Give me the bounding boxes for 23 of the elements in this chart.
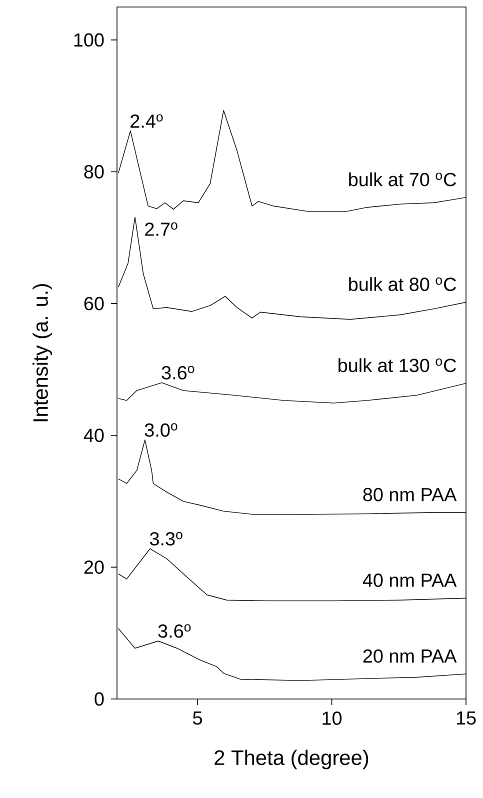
annotation: 2.7$^{o}$	[145, 222, 178, 236]
series-label: bulk at 130 $^{o}$C	[338, 358, 456, 372]
y-axis-title: Intensity (a. u.)	[32, 284, 52, 422]
annotation: 3.6$^{o}$	[162, 366, 194, 380]
y-tick-label: 0	[94, 692, 104, 706]
y-tick-label: 100	[74, 33, 104, 47]
series-label: 80 nm PAA	[363, 488, 457, 502]
annotation: 3.0$^{o}$	[144, 423, 178, 437]
x-axis-title: 2 Theta (degree)	[214, 750, 368, 770]
annotation: 3.6$^{o}$	[158, 624, 191, 638]
x-tick-label: 10	[322, 712, 342, 725]
series-label: bulk at 80 $^{o}$C	[349, 277, 456, 292]
series-label: 20 nm PAA	[363, 649, 457, 663]
y-tick-label: 40	[84, 428, 104, 442]
y-tick-label: 80	[84, 165, 104, 178]
x-tick-label: 5	[193, 712, 202, 725]
annotation: 2.4$^{o}$	[130, 114, 163, 128]
series-label: 40 nm PAA	[362, 574, 457, 587]
y-tick-label: 20	[84, 560, 104, 574]
series-label: bulk at 70 $^{o}$C	[349, 172, 456, 186]
y-tick-label: 60	[84, 296, 104, 310]
annotation: 3.3$^{o}$	[150, 532, 182, 546]
x-tick-label: 15	[456, 712, 476, 725]
